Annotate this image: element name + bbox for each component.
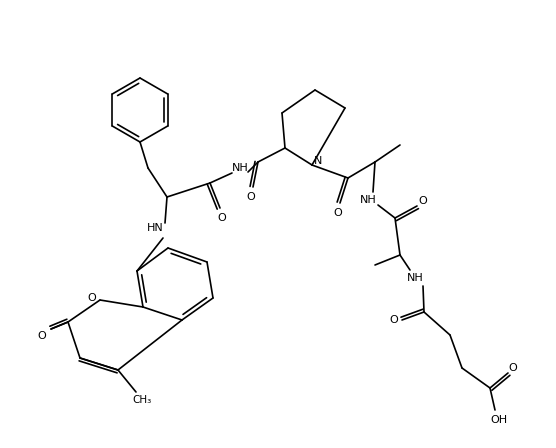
Text: OH: OH (490, 415, 508, 425)
Text: N: N (314, 156, 322, 166)
Text: NH: NH (406, 273, 423, 283)
Text: HN: HN (147, 223, 163, 233)
Text: CH₃: CH₃ (132, 395, 152, 405)
Text: O: O (88, 293, 96, 303)
Text: O: O (217, 213, 226, 223)
Text: O: O (38, 331, 46, 341)
Text: NH: NH (360, 195, 376, 205)
Text: O: O (509, 363, 518, 373)
Text: O: O (247, 192, 255, 202)
Text: O: O (419, 196, 428, 206)
Text: O: O (334, 208, 342, 218)
Text: O: O (390, 315, 399, 325)
Text: NH: NH (232, 163, 249, 173)
